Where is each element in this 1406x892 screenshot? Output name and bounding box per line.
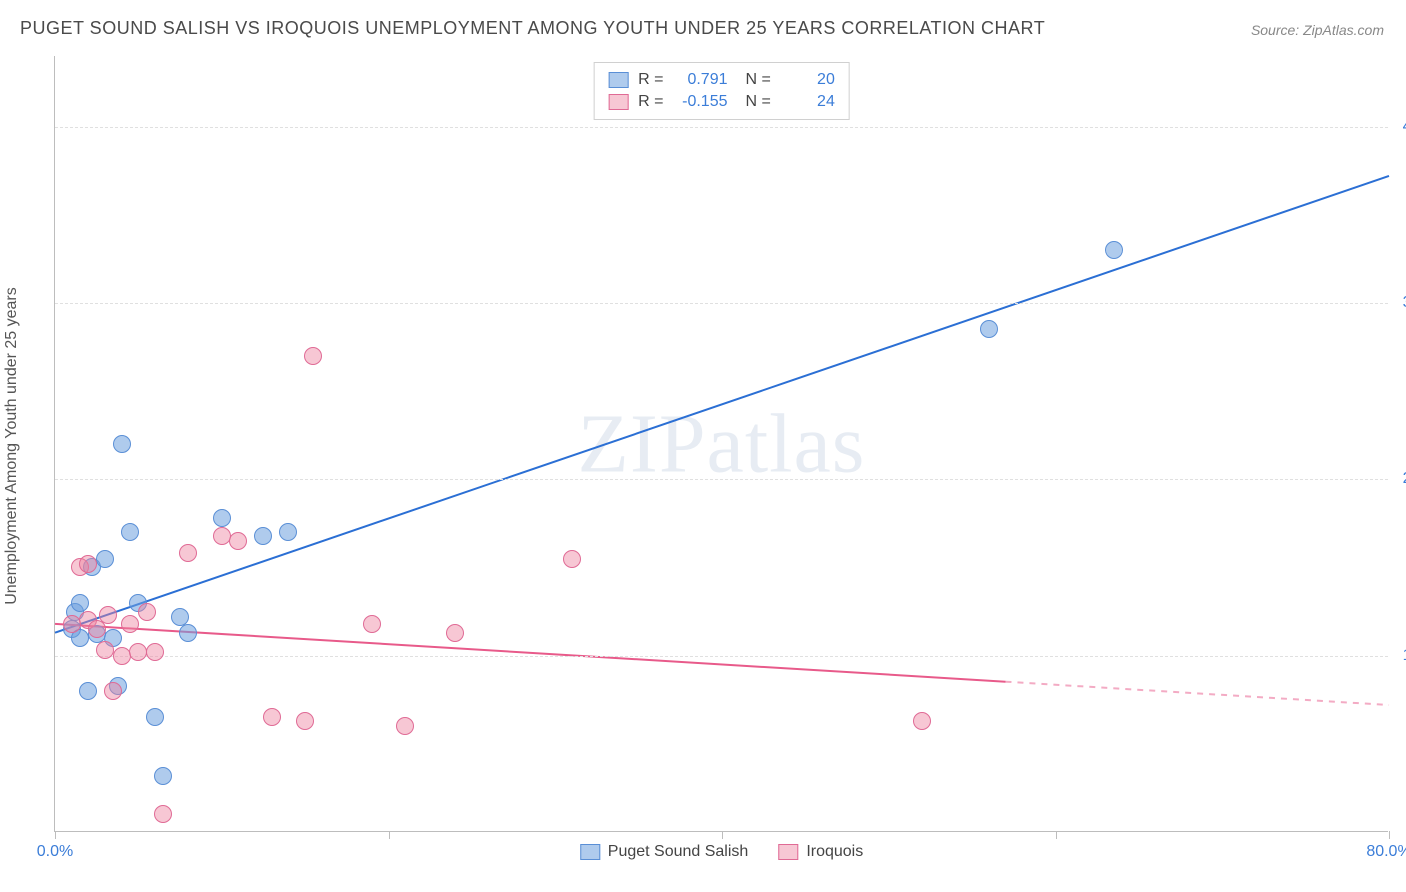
- correlation-legend: R = 0.791 N = 20 R = -0.155 N = 24: [593, 62, 850, 120]
- legend-n-value: 20: [781, 71, 835, 89]
- trend-lines-layer: [55, 56, 1388, 831]
- data-point: [913, 712, 931, 730]
- legend-series-item: Puget Sound Salish: [580, 843, 749, 861]
- legend-correlation-row: R = -0.155 N = 24: [608, 91, 835, 113]
- data-point: [980, 320, 998, 338]
- gridline: [55, 656, 1388, 657]
- legend-series-label: Puget Sound Salish: [608, 843, 749, 861]
- data-point: [213, 509, 231, 527]
- data-point: [229, 532, 247, 550]
- y-tick-label: 20.0%: [1403, 470, 1406, 488]
- gridline: [55, 479, 1388, 480]
- chart-title: PUGET SOUND SALISH VS IROQUOIS UNEMPLOYM…: [20, 18, 1045, 39]
- x-tick: [1389, 831, 1390, 839]
- trend-line-dashed: [1005, 682, 1389, 705]
- data-point: [121, 615, 139, 633]
- data-point: [363, 615, 381, 633]
- data-point: [79, 555, 97, 573]
- data-point: [146, 643, 164, 661]
- x-tick: [55, 831, 56, 839]
- data-point: [213, 527, 231, 545]
- data-point: [79, 682, 97, 700]
- legend-series-label: Iroquois: [806, 843, 863, 861]
- data-point: [96, 641, 114, 659]
- legend-swatch: [608, 72, 628, 88]
- data-point: [279, 523, 297, 541]
- legend-swatch: [580, 844, 600, 860]
- trend-line-solid: [55, 624, 1005, 682]
- data-point: [179, 624, 197, 642]
- legend-r-label: R =: [638, 93, 663, 111]
- data-point: [263, 708, 281, 726]
- data-point: [104, 682, 122, 700]
- data-point: [99, 606, 117, 624]
- legend-correlation-row: R = 0.791 N = 20: [608, 69, 835, 91]
- x-tick-label: 0.0%: [37, 843, 73, 861]
- legend-n-label: N =: [746, 93, 771, 111]
- legend-r-value: -0.155: [674, 93, 728, 111]
- data-point: [63, 615, 81, 633]
- trend-line: [55, 176, 1389, 633]
- data-point: [146, 708, 164, 726]
- data-point: [396, 717, 414, 735]
- data-point: [254, 527, 272, 545]
- data-point: [563, 550, 581, 568]
- data-point: [179, 544, 197, 562]
- legend-swatch: [608, 94, 628, 110]
- data-point: [154, 767, 172, 785]
- y-tick-label: 10.0%: [1403, 647, 1406, 665]
- legend-series-item: Iroquois: [778, 843, 863, 861]
- legend-swatch: [778, 844, 798, 860]
- y-tick-label: 40.0%: [1403, 118, 1406, 136]
- legend-r-value: 0.791: [674, 71, 728, 89]
- data-point: [71, 594, 89, 612]
- data-point: [129, 643, 147, 661]
- data-point: [296, 712, 314, 730]
- data-point: [121, 523, 139, 541]
- x-tick: [389, 831, 390, 839]
- x-tick: [1056, 831, 1057, 839]
- series-legend: Puget Sound Salish Iroquois: [580, 843, 863, 861]
- source-attribution: Source: ZipAtlas.com: [1251, 22, 1384, 38]
- data-point: [446, 624, 464, 642]
- data-point: [96, 550, 114, 568]
- gridline: [55, 127, 1388, 128]
- legend-n-value: 24: [781, 93, 835, 111]
- gridline: [55, 303, 1388, 304]
- x-tick-label: 80.0%: [1366, 843, 1406, 861]
- plot-area: ZIPatlas R =0.791N =20R =-0.155N =24 Pug…: [54, 56, 1388, 832]
- data-point: [1105, 241, 1123, 259]
- x-tick: [722, 831, 723, 839]
- data-point: [138, 603, 156, 621]
- y-axis-label: Unemployment Among Youth under 25 years: [3, 287, 21, 605]
- legend-r-label: R =: [638, 71, 663, 89]
- data-point: [113, 647, 131, 665]
- legend-n-label: N =: [746, 71, 771, 89]
- y-tick-label: 30.0%: [1403, 294, 1406, 312]
- data-point: [304, 347, 322, 365]
- data-point: [113, 435, 131, 453]
- data-point: [154, 805, 172, 823]
